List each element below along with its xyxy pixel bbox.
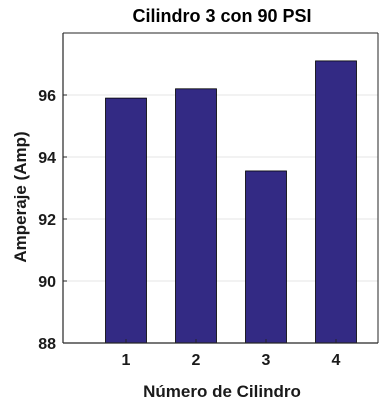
bars [105, 60, 357, 344]
x-axis-label: Número de Cilindro [143, 382, 301, 401]
y-tick-label: 88 [38, 336, 56, 353]
axes [62, 32, 379, 344]
bar [105, 97, 147, 344]
y-axis-label: Amperaje (Amp) [11, 131, 30, 262]
bar [175, 88, 217, 344]
x-tick-label: 4 [332, 352, 341, 369]
y-ticks: 88 90 92 94 96 [38, 88, 67, 353]
bar [315, 60, 357, 344]
y-tick-label: 90 [38, 274, 56, 291]
x-tick-label: 3 [262, 352, 271, 369]
x-tick-label: 2 [192, 352, 201, 369]
x-ticks: 1 2 3 4 [122, 339, 341, 369]
y-tick-label: 92 [38, 212, 56, 229]
y-tick-label: 96 [38, 88, 56, 105]
bar [245, 170, 287, 344]
x-tick-label: 1 [122, 352, 131, 369]
y-tick-label: 94 [38, 150, 56, 167]
chart-title: Cilindro 3 con 90 PSI [132, 6, 311, 26]
